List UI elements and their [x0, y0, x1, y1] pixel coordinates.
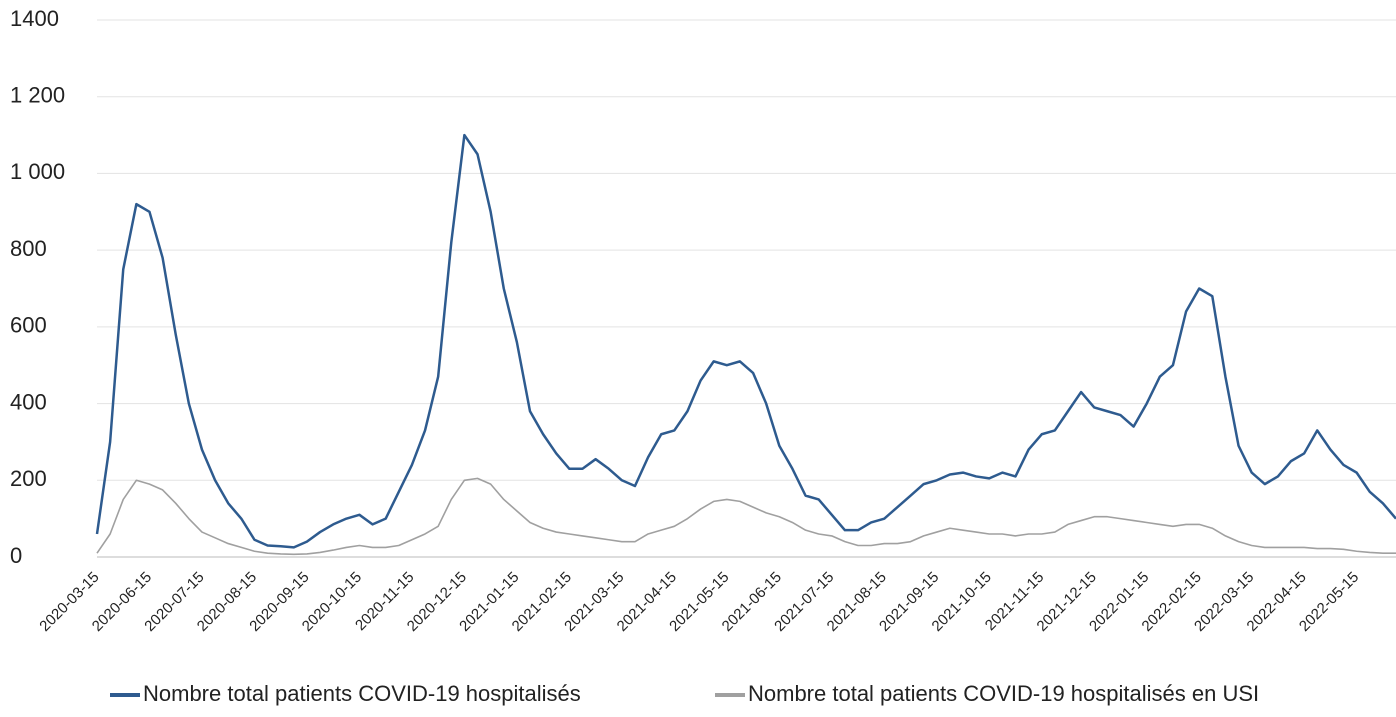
legend-label: Nombre total patients COVID-19 hospitali…	[748, 681, 1259, 706]
y-tick-label: 200	[10, 466, 47, 491]
series-line	[95, 133, 1396, 549]
series-line	[96, 477, 1396, 556]
y-tick-label: 1400	[10, 6, 59, 31]
y-tick-label: 0	[10, 543, 22, 568]
y-tick-label: 400	[10, 389, 47, 414]
y-tick-label: 600	[10, 313, 47, 338]
y-tick-label: 1 000	[10, 159, 65, 184]
y-tick-label: 1 200	[10, 83, 65, 108]
y-tick-label: 800	[10, 236, 47, 261]
legend-label: Nombre total patients COVID-19 hospitali…	[143, 681, 581, 706]
